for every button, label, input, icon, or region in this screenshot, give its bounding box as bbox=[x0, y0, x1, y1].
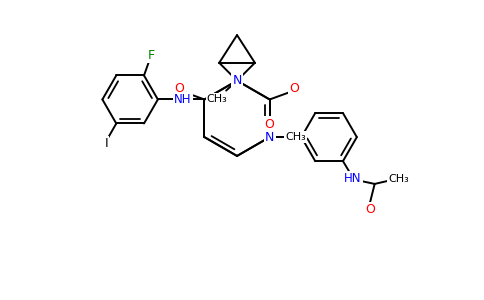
Text: N: N bbox=[232, 74, 242, 87]
Text: I: I bbox=[105, 137, 108, 150]
Text: CH₃: CH₃ bbox=[285, 132, 306, 142]
Text: HN: HN bbox=[344, 172, 362, 185]
Text: CH₃: CH₃ bbox=[388, 174, 409, 184]
Text: N: N bbox=[232, 74, 242, 87]
Text: O: O bbox=[175, 82, 184, 95]
Text: N: N bbox=[265, 130, 274, 144]
Text: O: O bbox=[365, 203, 375, 216]
Text: CH₃: CH₃ bbox=[207, 94, 227, 104]
Text: F: F bbox=[148, 49, 154, 62]
Text: O: O bbox=[265, 118, 274, 131]
Text: O: O bbox=[289, 82, 300, 95]
Text: NH: NH bbox=[174, 93, 191, 106]
